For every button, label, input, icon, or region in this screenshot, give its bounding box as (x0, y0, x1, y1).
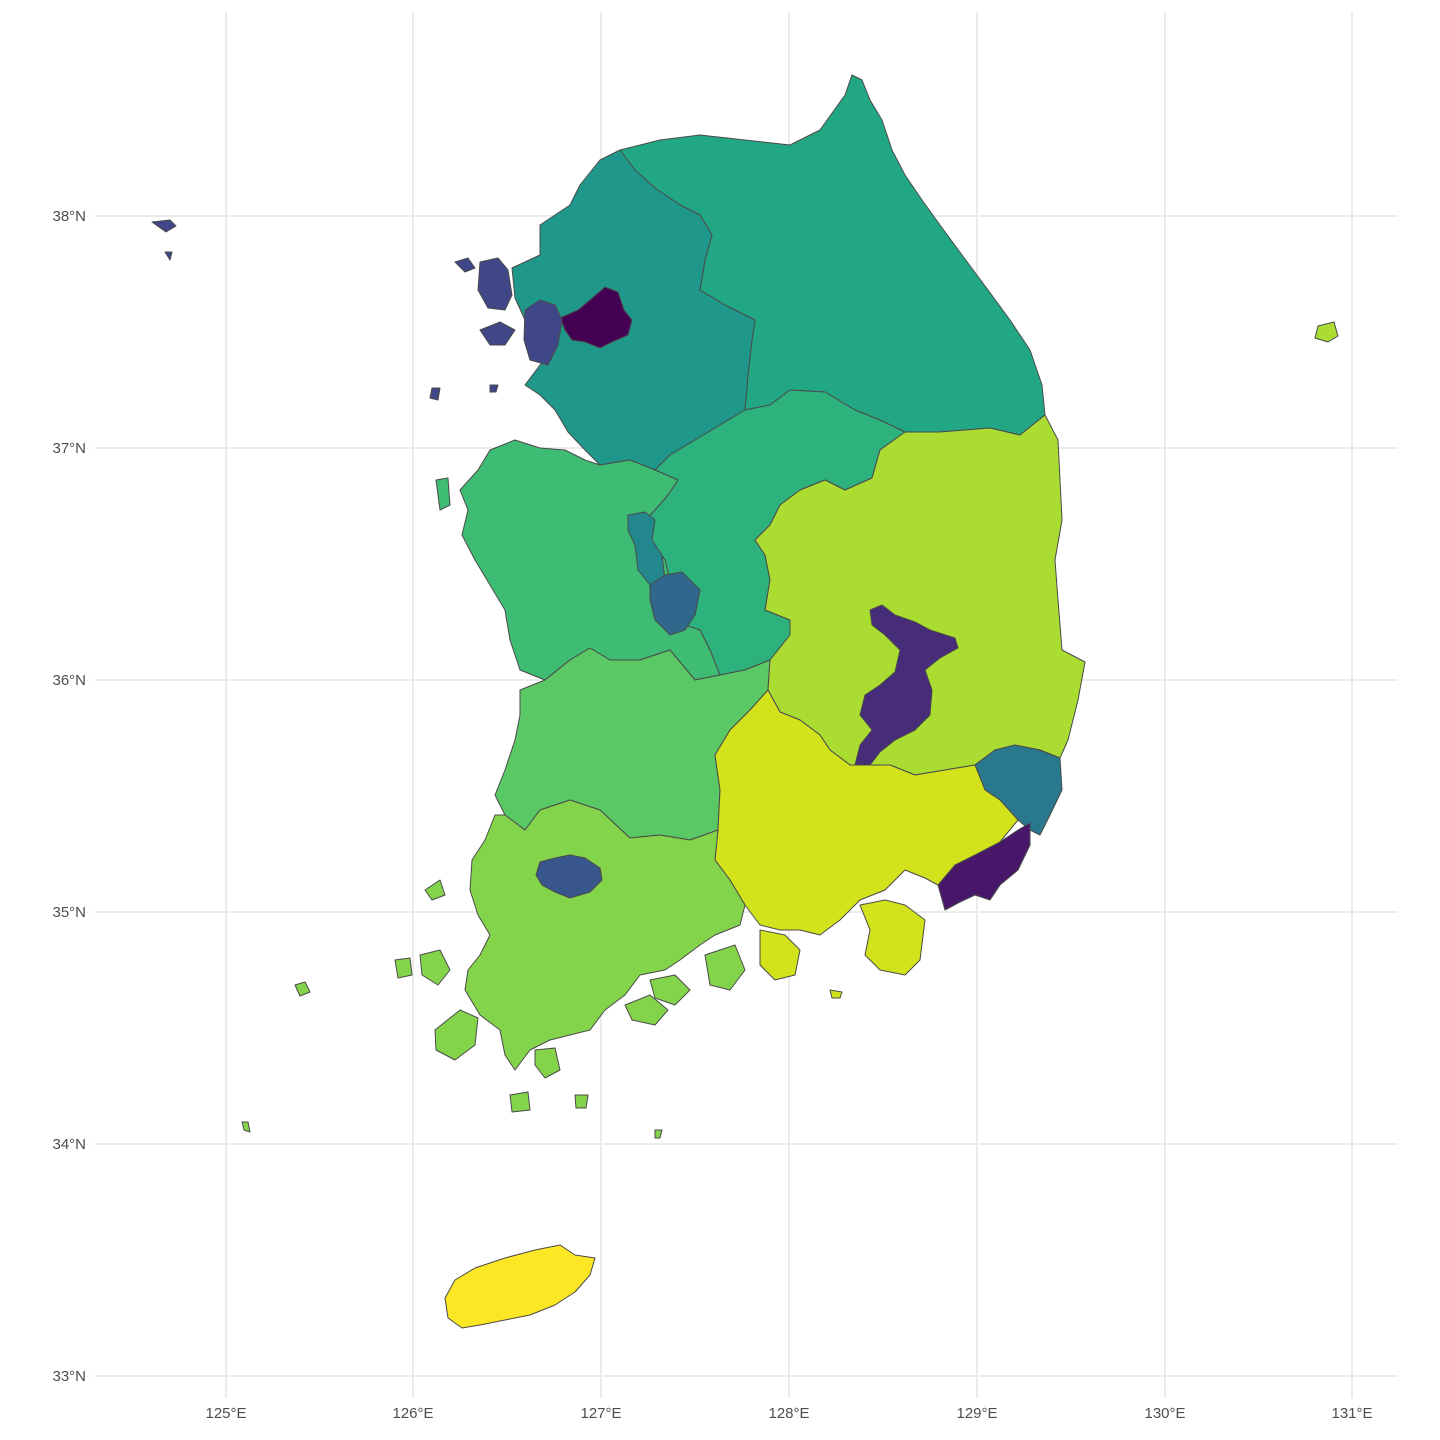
x-axis-labels: 125°E 126°E 127°E 128°E 129°E 130°E 131°… (205, 1405, 1372, 1422)
region-jeonnam-island[interactable] (241, 1121, 251, 1133)
region-jeonnam-island[interactable] (654, 1129, 663, 1139)
region-incheon-island[interactable] (454, 257, 476, 273)
region-jeonnam-island[interactable] (294, 981, 311, 997)
y-tick-label: 36°N (52, 672, 86, 689)
region-jeonnam-island[interactable] (419, 949, 451, 986)
region-jeonnam-island[interactable] (624, 994, 669, 1026)
region-gyeongnam-island[interactable] (759, 929, 801, 981)
region-gyeongnam-island[interactable] (859, 899, 926, 976)
region-incheon-island[interactable] (479, 321, 516, 346)
y-axis-labels: 38°N 37°N 36°N 35°N 34°N 33°N (52, 208, 86, 1385)
regions (151, 74, 1339, 1329)
x-tick-label: 130°E (1144, 1405, 1185, 1422)
region-jeonnam-island[interactable] (649, 974, 691, 1006)
x-tick-label: 127°E (580, 1405, 621, 1422)
y-tick-label: 38°N (52, 208, 86, 225)
y-tick-label: 33°N (52, 1368, 86, 1385)
region-jeonnam-island[interactable] (704, 944, 746, 991)
region-gwangju[interactable] (535, 854, 603, 899)
region-incheon-island[interactable] (429, 387, 441, 401)
region-jeonnam-island[interactable] (434, 1009, 479, 1061)
x-tick-label: 126°E (392, 1405, 433, 1422)
y-tick-label: 35°N (52, 904, 86, 921)
region-gyeongbuk-island[interactable] (1314, 321, 1339, 343)
region-chungnam-island[interactable] (435, 477, 451, 511)
region-incheon-island[interactable] (151, 219, 177, 233)
y-tick-label: 37°N (52, 440, 86, 457)
region-daegu[interactable] (854, 604, 959, 766)
region-daejeon[interactable] (649, 571, 701, 636)
region-incheon-island[interactable] (489, 384, 499, 393)
region-incheon[interactable] (523, 299, 563, 366)
region-incheon-island[interactable] (477, 257, 513, 311)
region-seoul[interactable] (559, 286, 633, 349)
x-tick-label: 125°E (205, 1405, 246, 1422)
region-gyeongnam-island[interactable] (829, 989, 843, 999)
region-jeonnam[interactable] (464, 799, 746, 1071)
region-incheon-island[interactable] (164, 251, 173, 261)
x-tick-label: 128°E (768, 1405, 809, 1422)
region-jeju[interactable] (444, 1244, 596, 1329)
region-jeonnam-island[interactable] (574, 1094, 589, 1109)
x-tick-label: 129°E (956, 1405, 997, 1422)
x-tick-label: 131°E (1331, 1405, 1372, 1422)
region-jeonnam-island[interactable] (424, 879, 446, 901)
region-jeonnam-island[interactable] (394, 957, 413, 979)
region-jeonnam-island[interactable] (534, 1047, 561, 1079)
region-jeonnam-island[interactable] (509, 1091, 531, 1113)
y-tick-label: 34°N (52, 1136, 86, 1153)
